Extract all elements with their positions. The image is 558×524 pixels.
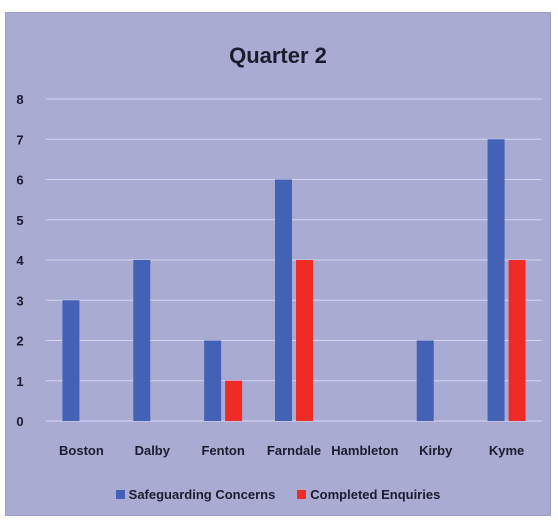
bar-safeguarding-concerns [62, 300, 80, 421]
legend-label: Completed Enquiries [310, 487, 441, 502]
y-tick-label: 2 [16, 334, 23, 349]
chart-area: Quarter 2 0 1 2 3 4 5 6 7 8 Boston Dalby Fenton Farn… [5, 12, 551, 516]
y-tick-label: 6 [16, 173, 23, 188]
y-tick-label: 1 [16, 374, 23, 389]
y-tick-label: 8 [16, 92, 23, 107]
legend-swatch [115, 490, 125, 499]
x-tick-label: Dalby [135, 443, 171, 458]
x-tick-label: Farndale [267, 443, 321, 458]
chart-legend: Safeguarding Concerns Completed Enquiries [6, 487, 550, 502]
bar-safeguarding-concerns [204, 340, 222, 421]
y-tick-label: 5 [16, 213, 23, 228]
bar-completed-enquiries [508, 260, 526, 421]
x-tick-label: Kyme [489, 443, 524, 458]
x-tick-label: Fenton [201, 443, 244, 458]
y-tick-label: 0 [16, 414, 23, 429]
bar-completed-enquiries [225, 380, 243, 421]
bar-safeguarding-concerns [275, 179, 292, 421]
chart-plot: 0 1 2 3 4 5 6 7 8 Boston Dalby Fenton Farndale Hamble… [16, 92, 542, 458]
legend-label: Safeguarding Concerns [128, 487, 276, 502]
y-tick-label: 7 [16, 132, 23, 147]
bar-safeguarding-concerns [133, 260, 151, 421]
x-tick-label: Hambleton [331, 443, 398, 458]
y-tick-label: 3 [16, 293, 23, 308]
bar-safeguarding-concerns [487, 139, 505, 421]
bar-completed-enquiries [296, 260, 313, 421]
x-tick-label: Boston [59, 443, 104, 458]
legend-item: Safeguarding Concerns [115, 487, 276, 502]
legend-swatch [297, 490, 307, 499]
x-tick-label: Kirby [419, 443, 453, 458]
bar-safeguarding-concerns [416, 340, 434, 421]
legend-item: Completed Enquiries [297, 487, 440, 502]
y-tick-label: 4 [16, 253, 24, 268]
chart-title: Quarter 2 [229, 43, 327, 68]
